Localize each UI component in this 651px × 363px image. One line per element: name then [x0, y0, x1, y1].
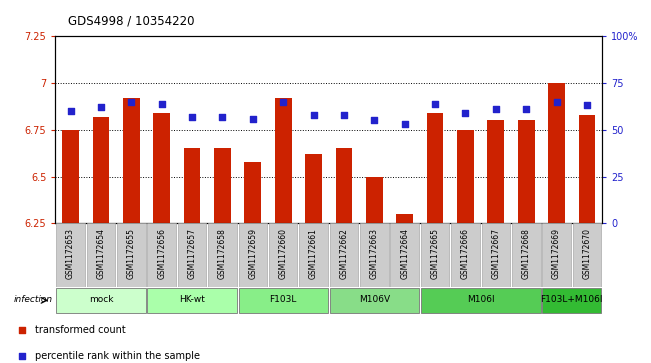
Text: GSM1172662: GSM1172662 [339, 228, 348, 279]
Bar [427, 113, 443, 223]
Bar [244, 162, 261, 223]
Text: GSM1172668: GSM1172668 [521, 228, 531, 279]
Bar [269, 223, 298, 287]
Text: GSM1172670: GSM1172670 [583, 228, 592, 279]
Bar [178, 223, 206, 287]
Text: infection: infection [14, 294, 53, 303]
Bar [518, 121, 534, 223]
Bar [329, 288, 419, 313]
Bar [482, 223, 510, 287]
Bar [56, 223, 85, 287]
Bar [457, 130, 474, 223]
Text: GSM1172656: GSM1172656 [157, 228, 166, 279]
Text: transformed count: transformed count [35, 325, 126, 335]
Text: GSM1172661: GSM1172661 [309, 228, 318, 279]
Text: GSM1172660: GSM1172660 [279, 228, 288, 279]
Point [582, 103, 592, 109]
Text: F103L+M106I: F103L+M106I [540, 295, 603, 304]
Point [126, 99, 137, 105]
Point [491, 106, 501, 112]
Text: F103L: F103L [270, 295, 297, 304]
Bar [238, 223, 267, 287]
Point [400, 121, 410, 127]
Bar [391, 223, 419, 287]
Bar [329, 223, 358, 287]
Point [247, 116, 258, 122]
Text: HK-wt: HK-wt [179, 295, 205, 304]
Text: M106I: M106I [467, 295, 495, 304]
Bar [488, 121, 504, 223]
Text: GSM1172663: GSM1172663 [370, 228, 379, 279]
Point [521, 106, 531, 112]
Bar [579, 115, 596, 223]
Text: GSM1172666: GSM1172666 [461, 228, 470, 279]
Bar [87, 223, 115, 287]
Bar [542, 288, 602, 313]
Bar [299, 223, 328, 287]
Bar [238, 288, 328, 313]
Bar [512, 223, 540, 287]
Point [17, 327, 27, 333]
Text: GSM1172657: GSM1172657 [187, 228, 197, 279]
Point [96, 105, 106, 110]
Bar [421, 288, 540, 313]
Text: GSM1172669: GSM1172669 [552, 228, 561, 279]
Point [65, 108, 76, 114]
Bar [147, 223, 176, 287]
Text: GSM1172658: GSM1172658 [218, 228, 227, 279]
Bar [360, 223, 389, 287]
Bar [451, 223, 480, 287]
Bar [421, 223, 449, 287]
Point [460, 110, 471, 116]
Point [156, 101, 167, 106]
Point [187, 114, 197, 119]
Bar [117, 223, 146, 287]
Text: GSM1172655: GSM1172655 [127, 228, 136, 279]
Point [430, 101, 440, 106]
Text: GSM1172654: GSM1172654 [96, 228, 105, 279]
Bar [147, 288, 237, 313]
Point [551, 99, 562, 105]
Point [17, 353, 27, 359]
Text: mock: mock [89, 295, 113, 304]
Text: GSM1172659: GSM1172659 [248, 228, 257, 279]
Text: GSM1172653: GSM1172653 [66, 228, 75, 279]
Point [217, 114, 228, 119]
Text: GSM1172665: GSM1172665 [430, 228, 439, 279]
Bar [214, 148, 230, 223]
Point [339, 112, 349, 118]
Bar [548, 83, 565, 223]
Point [309, 112, 319, 118]
Bar [396, 214, 413, 223]
Text: GSM1172667: GSM1172667 [492, 228, 501, 279]
Bar [305, 154, 322, 223]
Bar [184, 148, 201, 223]
Bar [208, 223, 237, 287]
Bar [573, 223, 602, 287]
Bar [336, 148, 352, 223]
Text: GDS4998 / 10354220: GDS4998 / 10354220 [68, 15, 195, 28]
Text: GSM1172664: GSM1172664 [400, 228, 409, 279]
Bar [92, 117, 109, 223]
Bar [154, 113, 170, 223]
Bar [62, 130, 79, 223]
Bar [366, 176, 383, 223]
Bar [56, 288, 146, 313]
Point [369, 118, 380, 123]
Bar [542, 223, 571, 287]
Text: M106V: M106V [359, 295, 390, 304]
Bar [275, 98, 292, 223]
Point [278, 99, 288, 105]
Bar [123, 98, 140, 223]
Text: percentile rank within the sample: percentile rank within the sample [35, 351, 201, 361]
